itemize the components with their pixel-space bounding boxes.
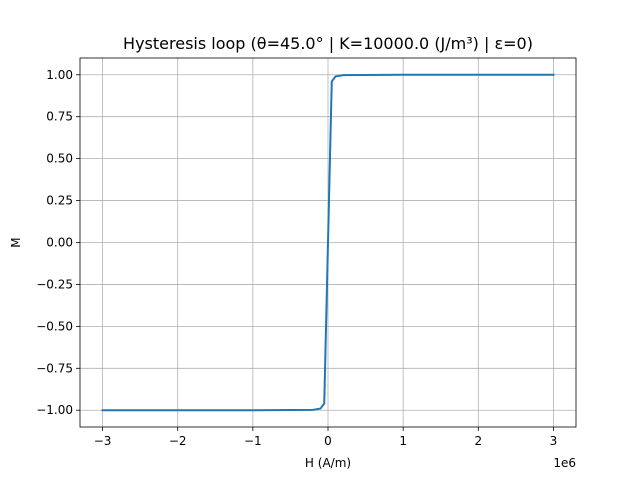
y-axis-label: M bbox=[9, 237, 23, 247]
x-tick-label: −3 bbox=[94, 434, 112, 448]
y-tick-label: −0.25 bbox=[36, 277, 73, 291]
series-line bbox=[101, 73, 555, 412]
y-tick-label: 0.25 bbox=[46, 194, 73, 208]
y-tick-label: −1.00 bbox=[36, 403, 73, 417]
y-tick-label: 0.75 bbox=[46, 110, 73, 124]
x-axis-offset-label: 1e6 bbox=[553, 456, 576, 470]
y-tick-label: −0.75 bbox=[36, 361, 73, 375]
y-tick-label: 0.00 bbox=[46, 236, 73, 250]
x-tick-label: −2 bbox=[169, 434, 187, 448]
x-tick-label: −1 bbox=[244, 434, 262, 448]
x-tick-label: 0 bbox=[324, 434, 332, 448]
y-tick-label: 1.00 bbox=[46, 68, 73, 82]
series-lines bbox=[101, 73, 555, 412]
chart-title: Hysteresis loop (θ=45.0° | K=10000.0 (J/… bbox=[123, 34, 533, 53]
x-tick-label: 2 bbox=[474, 434, 482, 448]
x-tick-label: 1 bbox=[399, 434, 407, 448]
x-axis-label: H (A/m) bbox=[305, 456, 351, 470]
axis-ticks: −3 −2 −1 0 1 2 3 −1.00 −0.75 −0.50 −0.25 0.00 0.25 0.… bbox=[36, 68, 557, 448]
y-tick-label: −0.50 bbox=[36, 319, 73, 333]
y-tick-label: 0.50 bbox=[46, 152, 73, 166]
x-tick-label: 3 bbox=[550, 434, 558, 448]
